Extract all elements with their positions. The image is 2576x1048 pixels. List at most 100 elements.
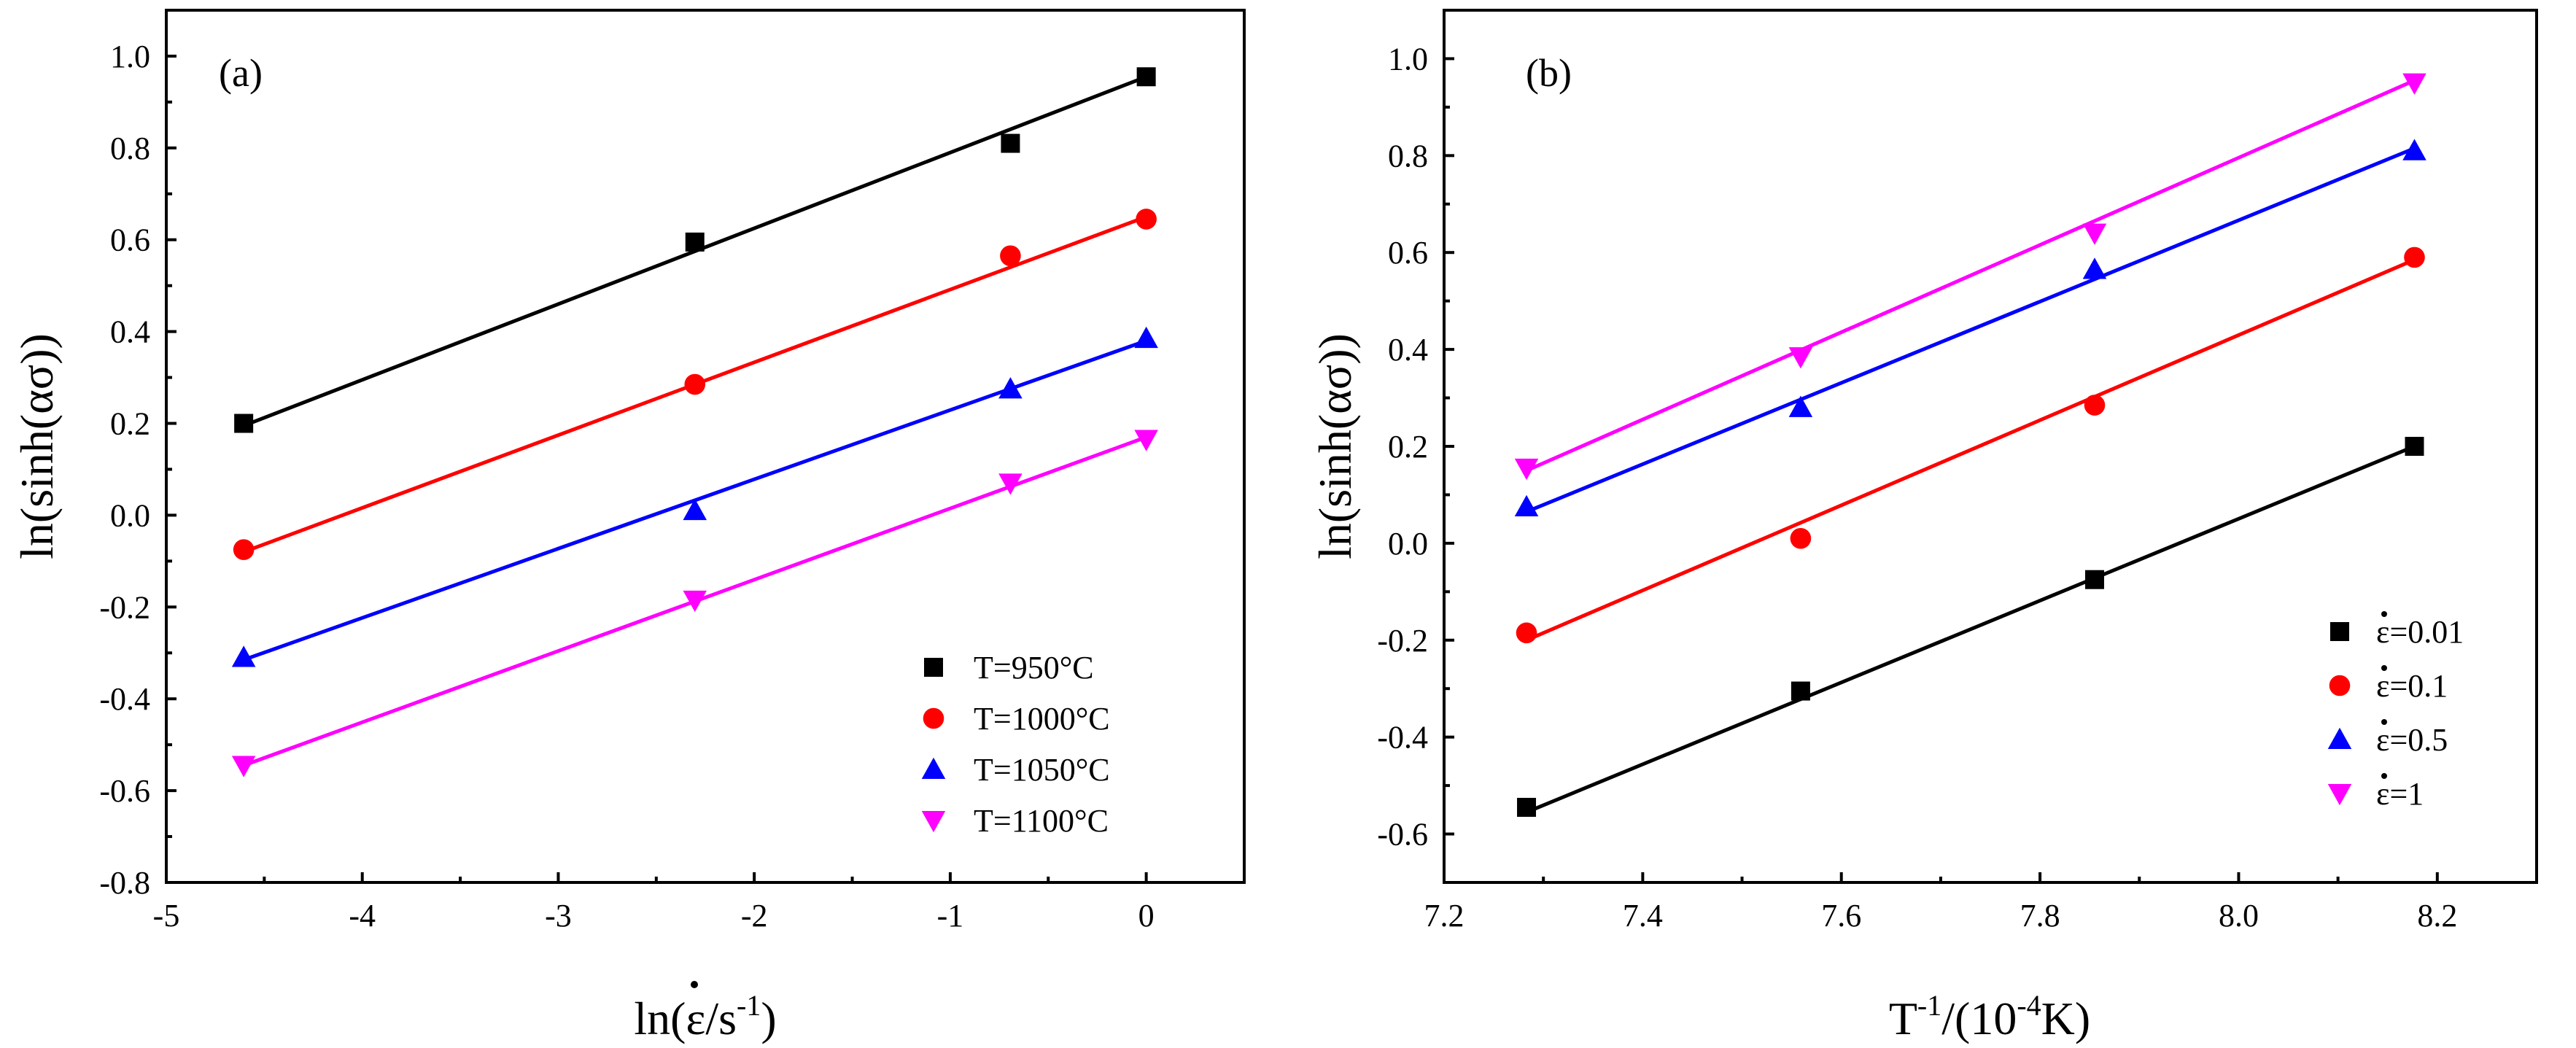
fit-line-4 — [1526, 79, 2416, 473]
x-axis-title-b-pre: T — [1889, 993, 1917, 1044]
x-tick-label: -3 — [545, 898, 572, 934]
data-point — [2405, 437, 2424, 456]
y-axis-title-b: ln(sinh(ασ)) — [1309, 333, 1361, 559]
x-tick-label: -5 — [153, 898, 180, 934]
data-point — [1516, 622, 1537, 644]
data-point — [1517, 798, 1537, 818]
legend-label: ε=0.1 — [2376, 668, 2448, 704]
data-point — [1134, 430, 1158, 451]
legend-label-symbol: ε — [2376, 614, 2389, 650]
data-point — [1001, 133, 1020, 153]
legend-label-value: =1 — [2389, 776, 2424, 812]
y-tick-label: 0.6 — [110, 222, 150, 258]
data-point — [1136, 67, 1156, 87]
legend-marker — [924, 658, 943, 677]
y-tick-label: -0.4 — [1377, 720, 1428, 756]
legend-marker — [923, 707, 944, 729]
x-axis-title-a: ln(ε/s-1) — [634, 981, 777, 1044]
legend-label: ε=0.01 — [2376, 614, 2464, 650]
data-points-a — [231, 67, 1158, 777]
x-tick-label: 7.8 — [2020, 898, 2060, 934]
y-axis-title-a: ln(sinh(ασ)) — [11, 333, 63, 559]
x-axis-title-a-dot — [691, 981, 698, 988]
data-point — [2084, 395, 2106, 416]
x-axis-title-b-sup2: -4 — [2017, 989, 2041, 1022]
data-point — [2082, 257, 2107, 279]
y-tick-label: 1.0 — [1388, 41, 1428, 77]
legend-label-value: =0.5 — [2389, 722, 2448, 758]
data-point — [1788, 347, 1813, 369]
legend-label-value: =0.01 — [2389, 614, 2464, 650]
y-tick-label: 0.8 — [1388, 138, 1428, 174]
data-point — [231, 756, 256, 777]
panel-label-b: (b) — [1526, 51, 1572, 95]
y-tick-label: -0.2 — [1377, 623, 1428, 659]
y-tick-label: 0.0 — [110, 497, 150, 533]
y-tick-label: 0.4 — [110, 314, 150, 350]
y-tick-label: -0.6 — [1377, 817, 1428, 853]
legend-label: T=1100°C — [974, 803, 1109, 839]
y-tick-label: -0.8 — [99, 865, 150, 901]
x-axis-title-b-post: K) — [2041, 993, 2091, 1044]
x-tick-label: 8.0 — [2219, 898, 2259, 934]
plot-frame-a — [165, 9, 1246, 884]
y-ticks-b: -0.6 -0.4 -0.2 0.0 0.2 0.4 0.6 0.8 1.0 — [1377, 41, 1454, 853]
fit-line-2 — [1526, 257, 2416, 643]
x-tick-label: 8.2 — [2417, 898, 2457, 934]
data-point — [2084, 570, 2104, 589]
data-point — [1514, 494, 1539, 517]
y-tick-label: -0.2 — [99, 589, 150, 625]
data-point — [683, 590, 707, 613]
y-tick-label: 0.2 — [110, 406, 150, 442]
legend-label: ε=1 — [2376, 776, 2424, 812]
x-axis-title-a-sup: -1 — [737, 989, 761, 1022]
data-point — [2082, 223, 2107, 245]
data-point — [684, 373, 706, 395]
x-ticks-a: -5 -4 -3 -2 -1 0 — [153, 872, 1155, 934]
x-axis-title-b-mid: /(10 — [1941, 993, 2017, 1044]
x-axis-title-b-sup1: -1 — [1917, 989, 1941, 1022]
legend-dot-accent — [2381, 611, 2387, 617]
plot-frame-b — [1443, 9, 2538, 884]
svg-text:ln(ε/s-1): ln(ε/s-1) — [634, 989, 776, 1044]
data-point — [1136, 209, 1157, 230]
x-tick-label: 0 — [1138, 898, 1155, 934]
fit-lines-b — [1526, 79, 2416, 814]
legend-marker — [2330, 622, 2349, 641]
data-point — [1514, 458, 1539, 481]
y-ticks-a: -0.8 -0.6 -0.4 -0.2 0.0 0.2 0.4 0.6 0.8 1.0 — [99, 39, 176, 901]
legend-label-symbol: ε — [2376, 722, 2389, 758]
x-tick-label: -1 — [937, 898, 964, 934]
data-point — [1788, 395, 1813, 417]
legend-label: T=1050°C — [974, 752, 1110, 788]
legend-dot-accent — [2381, 719, 2387, 725]
legend-b: ε=0.01ε=0.1ε=0.5ε=1 — [2327, 611, 2464, 812]
data-point — [231, 645, 256, 667]
x-tick-label: 7.6 — [1821, 898, 1861, 934]
data-point — [2402, 139, 2426, 160]
data-point — [998, 377, 1023, 399]
data-point — [2404, 247, 2425, 268]
x-axis-title-a-post: ) — [761, 993, 776, 1044]
x-tick-label: 7.4 — [1623, 898, 1663, 934]
data-point — [683, 498, 707, 521]
legend-a: T=950°C T=1000°C T=1050°C T=1100°C — [921, 650, 1110, 839]
legend-marker — [2327, 784, 2352, 806]
legend-marker — [921, 757, 946, 779]
x-axis-title-a-mid: /s — [705, 993, 737, 1044]
legend-dot-accent — [2381, 665, 2387, 671]
fit-line-1 — [1526, 444, 2416, 814]
legend-marker — [2327, 727, 2352, 749]
data-point — [234, 414, 254, 433]
data-points-b — [1514, 73, 2426, 818]
x-tick-label: -4 — [349, 898, 376, 934]
y-tick-label: 1.0 — [110, 39, 150, 74]
x-axis-title-b: T-1/(10-4K) — [1889, 989, 2090, 1044]
legend-label-symbol: ε — [2376, 668, 2389, 704]
data-point — [685, 232, 705, 252]
chart-panel-b: (b) 7.2 7.4 7.6 7.8 8.0 8.2 -0.6 -0.4 -0.2 0.0 0.… — [1309, 9, 2538, 1044]
x-axis-title-a-sym: ε — [686, 993, 705, 1044]
data-point — [1000, 245, 1021, 267]
x-ticks-b: 7.2 7.4 7.6 7.8 8.0 8.2 — [1424, 872, 2457, 934]
